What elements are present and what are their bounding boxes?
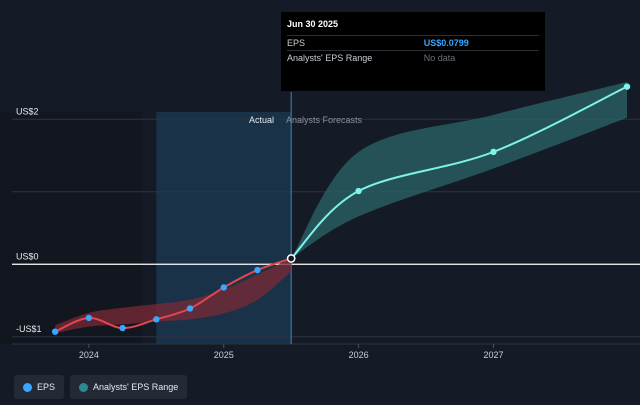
x-tick-label: 2026 [349, 350, 369, 360]
eps-point [254, 266, 261, 274]
x-tick-label: 2024 [79, 350, 99, 360]
tooltip-date: Jun 30 2025 [287, 19, 339, 29]
forecast-point [490, 148, 497, 156]
eps-dot-icon [23, 382, 32, 392]
eps-point [85, 314, 93, 322]
tooltip-row-range: Analysts' EPS Range No data [287, 50, 539, 65]
actual-label: Actual [249, 115, 274, 125]
tooltip-eps-label: EPS [287, 38, 306, 48]
tooltip-range-label: Analysts' EPS Range [287, 53, 373, 63]
eps-point [51, 328, 59, 335]
legend: EPS Analysts' EPS Range [14, 375, 188, 399]
forecast-eps-line [290, 85, 628, 260]
selected-point [286, 254, 296, 263]
tooltip-eps-value: US$0.0799 [423, 38, 469, 48]
tooltip: Jun 30 2025 EPS US$0.0799 Analysts' EPS … [281, 12, 545, 91]
past-shade [0, 112, 142, 344]
forecast-point [623, 83, 631, 90]
eps-point [220, 284, 227, 291]
legend-eps[interactable]: EPS [14, 375, 65, 399]
eps-point [186, 305, 194, 312]
forecast-point [355, 187, 362, 195]
y-tick-label: -US$1 [16, 324, 42, 334]
y-tick-label: US$2 [16, 106, 39, 116]
actual-range-band [55, 258, 292, 334]
forecast-range-band [291, 82, 627, 259]
range-dot-icon [79, 382, 89, 392]
tooltip-row-eps: EPS US$0.0799 [287, 35, 539, 50]
eps-point [153, 316, 160, 323]
x-tick-label: 2025 [214, 350, 234, 360]
y-tick-label: US$0 [16, 251, 39, 261]
forecast-label: Analysts Forecasts [286, 115, 363, 125]
eps-point [119, 324, 126, 332]
legend-eps-range[interactable]: Analysts' EPS Range [70, 375, 188, 399]
legend-range-label: Analysts' EPS Range [93, 382, 179, 392]
x-tick-label: 2027 [483, 350, 503, 360]
tooltip-range-value: No data [423, 53, 456, 63]
legend-eps-label: EPS [37, 382, 56, 392]
